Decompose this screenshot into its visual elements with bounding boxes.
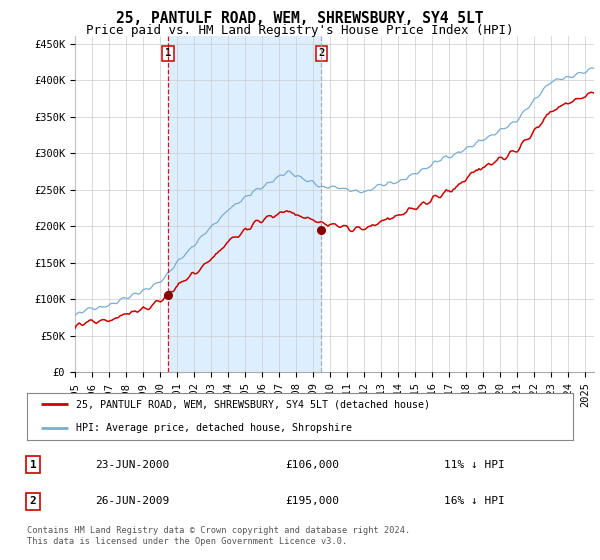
Text: £195,000: £195,000	[285, 496, 339, 506]
Text: 16% ↓ HPI: 16% ↓ HPI	[444, 496, 505, 506]
Text: 26-JUN-2009: 26-JUN-2009	[95, 496, 169, 506]
Text: 11% ↓ HPI: 11% ↓ HPI	[444, 460, 505, 470]
Text: £106,000: £106,000	[285, 460, 339, 470]
Text: Price paid vs. HM Land Registry's House Price Index (HPI): Price paid vs. HM Land Registry's House …	[86, 24, 514, 36]
Text: Contains HM Land Registry data © Crown copyright and database right 2024.
This d: Contains HM Land Registry data © Crown c…	[27, 526, 410, 546]
Text: 2: 2	[318, 48, 325, 58]
Bar	[168, 36, 322, 372]
Text: 25, PANTULF ROAD, WEM, SHREWSBURY, SY4 5LT: 25, PANTULF ROAD, WEM, SHREWSBURY, SY4 5…	[116, 11, 484, 26]
Text: 2: 2	[29, 496, 37, 506]
Text: 1: 1	[29, 460, 37, 470]
Text: 23-JUN-2000: 23-JUN-2000	[95, 460, 169, 470]
Text: 25, PANTULF ROAD, WEM, SHREWSBURY, SY4 5LT (detached house): 25, PANTULF ROAD, WEM, SHREWSBURY, SY4 5…	[76, 399, 430, 409]
Text: HPI: Average price, detached house, Shropshire: HPI: Average price, detached house, Shro…	[76, 422, 352, 432]
Text: 1: 1	[165, 48, 172, 58]
